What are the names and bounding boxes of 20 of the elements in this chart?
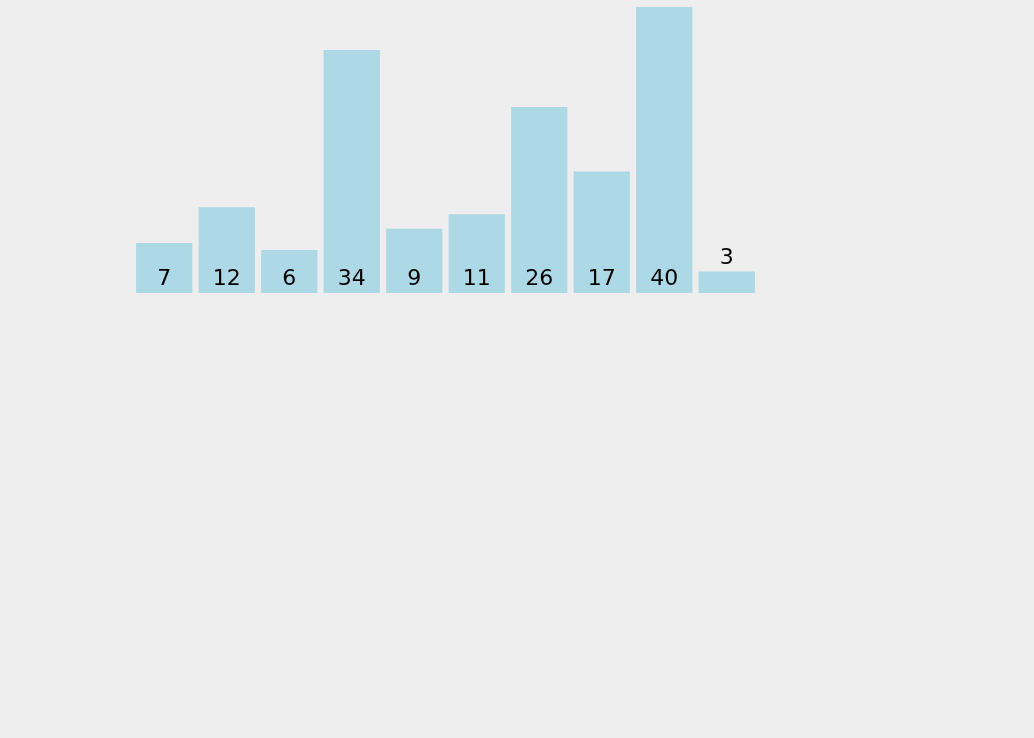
data-label: 11 [462, 265, 491, 290]
data-label: 34 [337, 265, 366, 290]
bar [636, 7, 693, 293]
data-label: 26 [525, 265, 554, 290]
bar [511, 107, 568, 293]
bar [448, 214, 505, 293]
data-label: 7 [157, 265, 172, 290]
data-label: 40 [650, 265, 679, 290]
data-label: 17 [587, 265, 616, 290]
data-label: 9 [407, 265, 422, 290]
data-label: 12 [212, 265, 241, 290]
bar [136, 242, 193, 293]
bar [198, 207, 255, 293]
bar [573, 171, 630, 293]
bar [261, 250, 318, 293]
bar [323, 49, 380, 293]
bar [386, 228, 443, 293]
data-label: 6 [282, 265, 297, 290]
bar [698, 271, 755, 293]
data-label: 3 [719, 243, 734, 269]
